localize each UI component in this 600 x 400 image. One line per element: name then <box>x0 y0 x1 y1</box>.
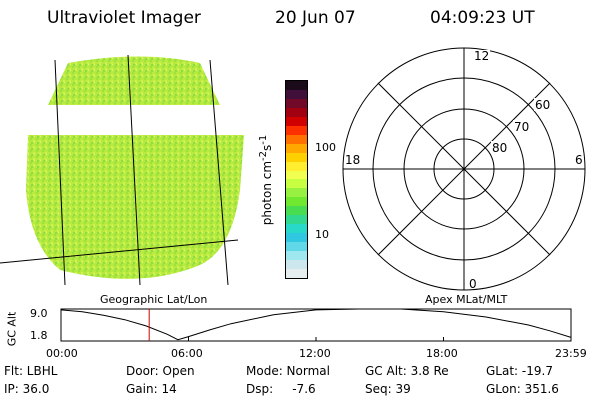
polar-label-60: 60 <box>535 98 550 112</box>
apex-label: Apex MLat/MLT <box>425 293 508 306</box>
gc-alt-value: GC Alt: 3.8 Re <box>365 364 449 378</box>
ip-value: IP: 36.0 <box>4 382 50 396</box>
colorbar-swatch <box>286 143 307 153</box>
x-tick-1200: 12:00 <box>299 347 331 360</box>
gain-value: Gain: 14 <box>126 382 177 396</box>
colorbar-swatch <box>286 170 307 180</box>
polar-label-80: 80 <box>492 141 507 155</box>
colorbar-swatch <box>286 206 307 216</box>
colorbar-swatch <box>286 134 307 144</box>
polar-label-18: 18 <box>345 153 360 167</box>
polar-label-12: 12 <box>474 49 489 63</box>
polar-label-70: 70 <box>514 120 529 134</box>
x-tick-0600: 06:00 <box>171 347 203 360</box>
glon-value: GLon: 351.6 <box>486 382 559 396</box>
colorbar-tick-10: 10 <box>315 228 329 241</box>
filter-value: Flt: LBHL <box>4 364 58 378</box>
colorbar-swatch <box>286 98 307 108</box>
colorbar-swatch <box>286 81 307 90</box>
altitude-tick-bottom: 1.8 <box>30 329 48 342</box>
time-label: 04:09:23 UT <box>430 8 535 28</box>
date-label: 20 Jun 07 <box>275 8 356 28</box>
colorbar-swatch <box>286 242 307 252</box>
colorbar-swatch <box>286 215 307 225</box>
polar-grid: 12 18 6 0 60 70 80 <box>342 47 586 291</box>
seq-value: Seq: 39 <box>365 382 411 396</box>
polar-label-0: 0 <box>469 277 477 291</box>
geographic-label: Geographic Lat/Lon <box>100 293 208 306</box>
colorbar-swatch <box>286 116 307 126</box>
glat-value: GLat: -19.7 <box>486 364 553 378</box>
colorbar-swatch <box>286 152 307 162</box>
polar-label-6: 6 <box>575 153 583 167</box>
x-tick-0000: 00:00 <box>46 347 78 360</box>
colorbar-swatch <box>286 260 307 270</box>
altitude-tick-top: 9.0 <box>30 307 48 320</box>
mode-value: Mode: Normal <box>246 364 330 378</box>
colorbar-swatch <box>286 233 307 243</box>
colorbar-swatch <box>286 224 307 234</box>
colorbar-swatch <box>286 251 307 261</box>
colorbar-tick-100: 100 <box>315 141 336 154</box>
x-tick-1800: 18:00 <box>426 347 458 360</box>
altitude-plot-frame <box>60 308 572 342</box>
uv-emission-image <box>26 56 244 279</box>
door-status: Door: Open <box>126 364 195 378</box>
colorbar-swatch <box>286 161 307 171</box>
colorbar-swatch <box>286 89 307 99</box>
colorbar-swatch <box>286 197 307 207</box>
geographic-grid-lines <box>0 54 239 286</box>
colorbar-swatch <box>286 188 307 198</box>
colorbar-swatch <box>286 269 307 278</box>
x-tick-2359: 23:59 <box>555 347 587 360</box>
colorbar-swatch <box>286 125 307 135</box>
app-title: Ultraviolet Imager <box>47 8 201 28</box>
color-bar <box>285 80 308 279</box>
colorbar-swatch <box>286 179 307 189</box>
altitude-curve <box>60 308 572 341</box>
dsp-value: Dsp: -7.6 <box>246 382 316 396</box>
colorbar-swatch <box>286 107 307 117</box>
